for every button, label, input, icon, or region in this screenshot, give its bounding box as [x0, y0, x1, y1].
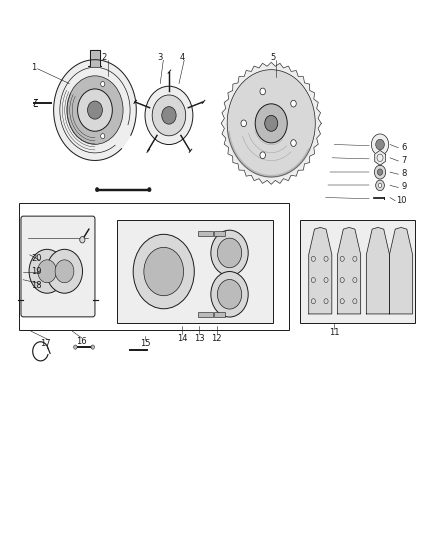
Text: 19: 19 [31, 268, 42, 276]
Circle shape [255, 104, 287, 143]
Circle shape [260, 88, 265, 95]
Circle shape [227, 70, 315, 177]
Text: 12: 12 [212, 334, 222, 343]
Circle shape [101, 134, 105, 139]
Circle shape [291, 100, 296, 107]
Text: 4: 4 [180, 53, 185, 62]
Circle shape [217, 238, 242, 268]
Bar [300, 220, 415, 323]
Circle shape [260, 152, 265, 159]
Circle shape [217, 279, 242, 309]
Polygon shape [221, 62, 321, 184]
Circle shape [211, 230, 248, 276]
Polygon shape [375, 150, 385, 165]
Text: 9: 9 [401, 182, 406, 191]
Circle shape [265, 116, 278, 131]
Circle shape [241, 120, 247, 127]
Polygon shape [367, 228, 389, 314]
Circle shape [133, 235, 194, 309]
Polygon shape [88, 50, 102, 66]
Polygon shape [389, 228, 413, 314]
Circle shape [144, 247, 184, 296]
Text: 17: 17 [39, 339, 50, 348]
Circle shape [376, 180, 385, 191]
Circle shape [67, 76, 123, 144]
Circle shape [78, 89, 112, 131]
Circle shape [95, 188, 99, 192]
Circle shape [211, 271, 248, 317]
Text: 6: 6 [401, 143, 406, 152]
Circle shape [80, 237, 85, 243]
Circle shape [152, 95, 186, 136]
Text: 3: 3 [158, 53, 163, 62]
Text: 18: 18 [31, 280, 42, 289]
Circle shape [374, 165, 386, 179]
Circle shape [162, 107, 176, 124]
Circle shape [148, 188, 151, 192]
Text: 15: 15 [140, 339, 150, 348]
Text: 11: 11 [329, 328, 339, 337]
Text: 13: 13 [194, 334, 205, 343]
Polygon shape [309, 228, 332, 314]
Bar [19, 203, 289, 330]
Polygon shape [53, 60, 136, 160]
Text: 2: 2 [101, 53, 106, 62]
Circle shape [378, 183, 382, 188]
Text: 5: 5 [271, 53, 276, 62]
Circle shape [74, 345, 77, 349]
Circle shape [145, 86, 193, 144]
Bar [117, 220, 273, 323]
Circle shape [101, 82, 105, 86]
Bar [198, 312, 213, 317]
Text: 1: 1 [32, 63, 37, 72]
Text: 16: 16 [77, 337, 87, 346]
Circle shape [38, 260, 57, 282]
Bar [214, 312, 225, 317]
Bar [198, 231, 213, 236]
Circle shape [378, 169, 383, 175]
Circle shape [46, 249, 82, 293]
Circle shape [371, 134, 389, 155]
FancyBboxPatch shape [21, 216, 95, 317]
Circle shape [291, 140, 296, 147]
Circle shape [376, 139, 385, 150]
Text: 20: 20 [31, 254, 42, 263]
Circle shape [29, 249, 65, 293]
Polygon shape [338, 228, 360, 314]
Circle shape [88, 101, 102, 119]
Text: 14: 14 [177, 334, 187, 343]
Bar [214, 231, 225, 236]
Text: 7: 7 [401, 156, 406, 165]
Ellipse shape [162, 111, 176, 120]
Circle shape [91, 345, 95, 349]
Text: 8: 8 [401, 169, 406, 178]
Circle shape [55, 260, 74, 282]
Text: 10: 10 [396, 196, 406, 205]
